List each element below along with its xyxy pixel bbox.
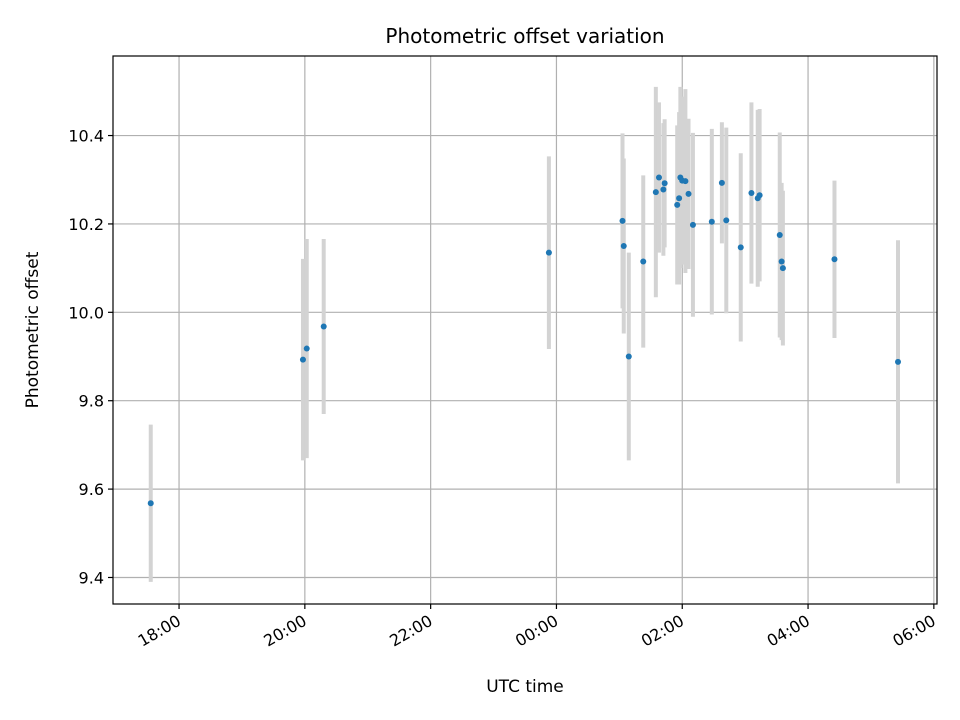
data-point — [674, 201, 681, 208]
data-point — [655, 174, 662, 181]
x-tick-label: 00:00 — [512, 611, 561, 651]
data-point — [685, 190, 692, 197]
data-point — [320, 323, 327, 330]
data-point — [652, 189, 659, 196]
data-point — [895, 358, 902, 365]
data-point — [640, 258, 647, 265]
y-tick-label: 10.2 — [68, 215, 104, 234]
data-point — [723, 217, 730, 224]
y-tick-label: 9.6 — [79, 480, 104, 499]
data-point — [778, 258, 785, 265]
y-axis: 9.4 9.6 9.8 10.0 10.2 10.4 — [68, 127, 113, 587]
data-point — [682, 178, 689, 185]
data-point — [748, 190, 755, 196]
data-point — [779, 265, 786, 272]
x-tick-label: 18:00 — [135, 611, 184, 651]
data-point — [620, 243, 627, 250]
x-axis-label: UTC time — [486, 677, 564, 697]
data-point — [676, 195, 683, 202]
data-point — [831, 256, 838, 263]
data-point — [661, 180, 668, 187]
data-point — [545, 249, 552, 256]
y-tick-label: 10.4 — [68, 127, 104, 146]
data-point — [625, 353, 632, 360]
data-point — [756, 192, 763, 199]
x-tick-label: 06:00 — [889, 611, 938, 651]
y-tick-label: 9.8 — [79, 392, 104, 411]
data-point — [689, 221, 696, 228]
x-tick-label: 22:00 — [386, 611, 435, 651]
data-point — [776, 231, 783, 238]
y-tick-label: 9.4 — [79, 568, 104, 587]
data-point — [737, 244, 744, 251]
data-point — [303, 345, 310, 352]
x-tick-label: 02:00 — [638, 611, 687, 651]
grid — [113, 56, 937, 604]
data-points — [147, 174, 902, 507]
y-tick-label: 10.0 — [68, 303, 104, 322]
error-bars — [148, 86, 901, 582]
data-point — [147, 500, 154, 507]
x-tick-label: 20:00 — [260, 611, 309, 651]
x-axis: 18:00 20:00 22:00 00:00 02:00 04:00 06:00 — [135, 604, 939, 651]
y-axis-label: Photometric offset — [23, 251, 43, 408]
data-point — [718, 179, 725, 186]
data-point — [660, 186, 667, 193]
x-tick-label: 04:00 — [764, 611, 813, 651]
data-point — [708, 218, 715, 225]
plot-frame — [112, 55, 938, 605]
data-point — [299, 356, 306, 363]
data-point — [619, 217, 626, 224]
chart-title: Photometric offset variation — [385, 24, 664, 48]
